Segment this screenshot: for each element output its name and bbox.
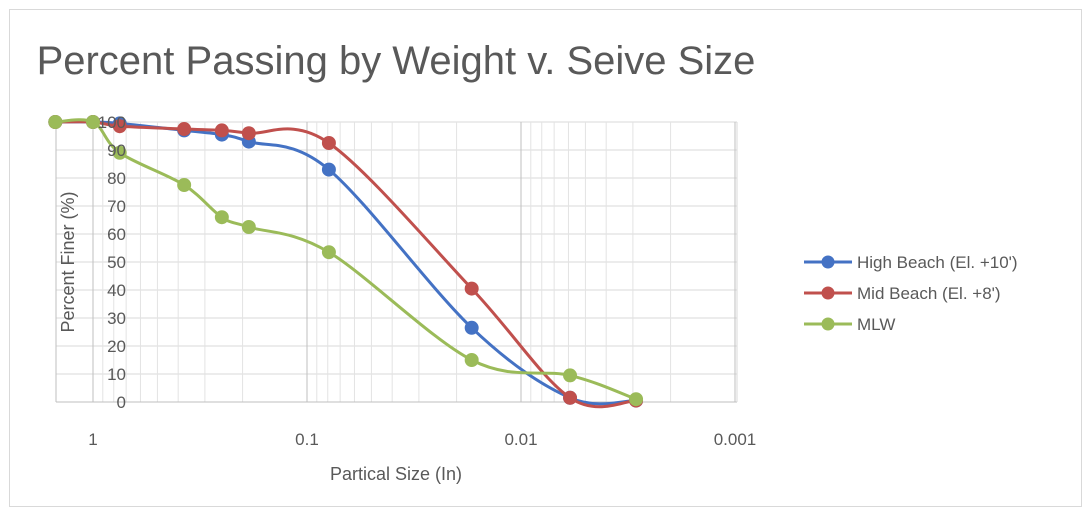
y-tick-label: 0 xyxy=(117,393,126,412)
series-1 xyxy=(48,115,644,409)
y-axis-title: Percent Finer (%) xyxy=(58,191,78,332)
y-tick-label: 30 xyxy=(107,309,126,328)
chart-title: Percent Passing by Weight v. Seive Size xyxy=(37,39,756,83)
data-point xyxy=(177,178,192,192)
data-point xyxy=(48,115,63,129)
data-point xyxy=(241,126,256,141)
grid-lines xyxy=(56,121,737,403)
y-tick-label: 50 xyxy=(107,253,126,272)
data-point xyxy=(241,220,256,234)
data-point xyxy=(464,320,479,335)
y-tick-label: 90 xyxy=(107,141,126,160)
x-tick-label: 1 xyxy=(88,430,97,449)
data-point xyxy=(563,390,578,405)
legend-marker xyxy=(821,255,835,269)
data-point xyxy=(321,162,336,177)
y-tick-label: 60 xyxy=(107,225,126,244)
x-tick-label: 0.01 xyxy=(504,430,537,449)
chart-svg: Percent Passing by Weight v. Seive Size … xyxy=(37,39,1018,484)
legend-label: MLW xyxy=(857,315,895,334)
data-point xyxy=(112,145,127,160)
x-axis-title: Partical Size (In) xyxy=(330,464,462,484)
data-point xyxy=(464,281,479,296)
legend-label: Mid Beach (El. +8') xyxy=(857,284,1001,303)
data-point xyxy=(177,122,192,136)
y-tick-label: 80 xyxy=(107,169,126,188)
legend-entry: Mid Beach (El. +8') xyxy=(804,284,1001,303)
legend-marker xyxy=(821,317,835,331)
series-line xyxy=(53,118,638,401)
data-point xyxy=(464,353,479,367)
tick-labels: 0 10 20 30 40 50 60 70 80 90 100 1 0.1 0.01 0.001 xyxy=(88,113,756,449)
data-point xyxy=(214,123,229,138)
legend-entry: High Beach (El. +10') xyxy=(804,253,1018,272)
data-point xyxy=(112,119,127,134)
data-point xyxy=(214,210,229,225)
legend: High Beach (El. +10') Mid Beach (El. +8')… xyxy=(804,253,1018,334)
legend-entry: MLW xyxy=(804,315,895,334)
x-tick-label: 0.1 xyxy=(295,430,319,449)
chart-frame: Percent Passing by Weight v. Seive Size … xyxy=(9,9,1082,507)
legend-marker xyxy=(821,286,835,300)
y-tick-label: 40 xyxy=(107,281,126,300)
legend-label: High Beach (El. +10') xyxy=(857,253,1018,272)
data-point xyxy=(321,136,336,150)
data-point xyxy=(563,368,578,383)
data-point xyxy=(321,245,336,260)
series-0 xyxy=(48,115,644,408)
y-tick-label: 70 xyxy=(107,197,126,216)
y-tick-label: 10 xyxy=(107,365,126,384)
data-point xyxy=(629,392,644,407)
y-tick-label: 20 xyxy=(107,337,126,356)
data-series xyxy=(48,115,644,409)
y-tick-label: 100 xyxy=(98,113,126,132)
series-2 xyxy=(48,115,644,407)
data-point xyxy=(86,115,100,129)
x-tick-label: 0.001 xyxy=(714,430,757,449)
